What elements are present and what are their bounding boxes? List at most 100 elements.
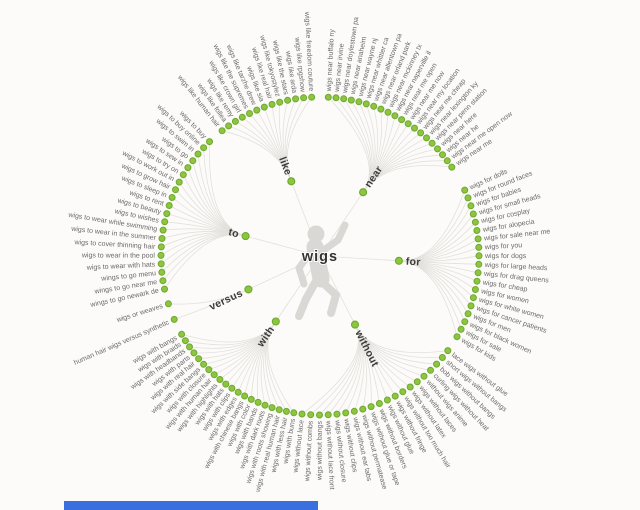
keyword-dot[interactable]: [471, 218, 479, 226]
keyword-dot[interactable]: [218, 127, 226, 135]
keyword-dot[interactable]: [433, 360, 441, 368]
keyword-dot[interactable]: [179, 171, 187, 179]
keyword-dot[interactable]: [473, 277, 481, 285]
keyword-dot[interactable]: [453, 333, 461, 341]
keyword-dot[interactable]: [247, 395, 255, 403]
keyword-label[interactable]: wigs for large heads: [484, 262, 548, 272]
keyword-dot[interactable]: [467, 302, 475, 310]
keyword-dot[interactable]: [158, 235, 166, 242]
keyword-label[interactable]: wigs without lace front: [324, 420, 335, 490]
keyword-dot[interactable]: [159, 277, 167, 285]
keyword-dot[interactable]: [443, 157, 451, 165]
keyword-dot[interactable]: [268, 100, 276, 108]
keyword-dot[interactable]: [225, 122, 233, 130]
keyword-dot[interactable]: [333, 410, 341, 418]
keyword-dot[interactable]: [316, 411, 323, 419]
keyword-dot[interactable]: [411, 124, 418, 132]
keyword-dot[interactable]: [391, 112, 399, 120]
keyword-dot[interactable]: [195, 355, 203, 363]
keyword-dot[interactable]: [475, 243, 483, 251]
keyword-dot[interactable]: [292, 95, 300, 103]
keyword-dot[interactable]: [469, 294, 477, 302]
keyword-dot[interactable]: [475, 252, 483, 260]
keyword-dot[interactable]: [324, 93, 332, 101]
keyword-dot[interactable]: [157, 243, 165, 251]
keyword-dot[interactable]: [276, 98, 284, 106]
keyword-dot[interactable]: [423, 134, 430, 142]
keyword-dot[interactable]: [342, 409, 350, 417]
keyword-label[interactable]: wigs near irvine: [334, 43, 346, 93]
keyword-dot[interactable]: [261, 401, 269, 409]
branch-label-like[interactable]: like: [276, 155, 294, 177]
keyword-dot[interactable]: [467, 202, 475, 210]
branch-dot-for[interactable]: [394, 256, 403, 265]
keyword-dot[interactable]: [391, 392, 399, 400]
keyword-dot[interactable]: [332, 94, 340, 102]
keyword-dot[interactable]: [228, 384, 236, 392]
keyword-dot[interactable]: [178, 330, 186, 338]
keyword-dot[interactable]: [444, 347, 452, 355]
keyword-dot[interactable]: [399, 388, 407, 396]
keyword-dot[interactable]: [290, 409, 298, 417]
keyword-dot[interactable]: [231, 117, 239, 125]
keyword-dot[interactable]: [238, 113, 246, 121]
keyword-dot[interactable]: [158, 268, 166, 276]
keyword-dot[interactable]: [420, 372, 428, 380]
keyword-dot[interactable]: [300, 94, 308, 102]
keyword-dot[interactable]: [461, 186, 469, 194]
keyword-dot[interactable]: [205, 366, 213, 374]
keyword-dot[interactable]: [324, 411, 332, 419]
keyword-dot[interactable]: [473, 227, 481, 234]
keyword-dot[interactable]: [359, 405, 367, 413]
keyword-dot[interactable]: [461, 318, 469, 326]
keyword-dot[interactable]: [161, 218, 169, 226]
keyword-dot[interactable]: [216, 376, 224, 383]
keyword-dot[interactable]: [375, 400, 383, 407]
keyword-dot[interactable]: [186, 343, 193, 351]
keyword-dot[interactable]: [475, 260, 483, 268]
keyword-dot[interactable]: [298, 410, 306, 418]
keyword-dot[interactable]: [200, 360, 208, 368]
keyword-dot[interactable]: [417, 129, 425, 137]
keyword-dot[interactable]: [157, 260, 165, 268]
keyword-dot[interactable]: [260, 103, 268, 111]
keyword-dot[interactable]: [172, 186, 179, 194]
keyword-dot[interactable]: [370, 102, 378, 110]
keyword-dot[interactable]: [474, 235, 482, 243]
keyword-label[interactable]: wigs to wear with hats: [86, 261, 156, 271]
keyword-dot[interactable]: [464, 310, 472, 318]
keyword-dot[interactable]: [234, 388, 242, 396]
branch-dot-to[interactable]: [241, 232, 250, 241]
keyword-dot[interactable]: [434, 145, 441, 153]
branch-dot-versus[interactable]: [244, 285, 253, 294]
keyword-dot[interactable]: [347, 96, 355, 104]
keyword-dot[interactable]: [194, 150, 202, 158]
keyword-dot[interactable]: [406, 383, 414, 391]
keyword-dot[interactable]: [190, 349, 198, 357]
keyword-dot[interactable]: [210, 371, 218, 379]
branch-label-to[interactable]: to: [227, 226, 240, 240]
keyword-dot[interactable]: [404, 120, 412, 128]
keyword-dot[interactable]: [157, 251, 165, 259]
branch-label-for[interactable]: for: [405, 256, 421, 269]
keyword-dot[interactable]: [254, 398, 262, 406]
keyword-dot[interactable]: [398, 116, 406, 124]
keyword-dot[interactable]: [457, 325, 465, 333]
keyword-dot[interactable]: [200, 144, 208, 152]
branch-dot-with[interactable]: [271, 317, 280, 326]
keyword-dot[interactable]: [161, 285, 168, 293]
keyword-dot[interactable]: [181, 337, 189, 345]
keyword-dot[interactable]: [474, 269, 482, 277]
keyword-label[interactable]: wigs for dogs: [484, 253, 527, 260]
keyword-dot[interactable]: [184, 164, 192, 172]
keyword-label[interactable]: wigs to wear in the pool: [81, 252, 156, 259]
keyword-dot[interactable]: [284, 96, 292, 104]
keyword-dot[interactable]: [427, 366, 434, 374]
keyword-dot[interactable]: [307, 411, 315, 419]
keyword-dot[interactable]: [377, 105, 385, 113]
keyword-label[interactable]: wigs or weaves: [115, 303, 164, 325]
branch-dot-without[interactable]: [350, 320, 360, 329]
branch-dot-near[interactable]: [359, 188, 368, 197]
keyword-dot[interactable]: [241, 392, 249, 400]
keyword-dot[interactable]: [438, 354, 446, 361]
